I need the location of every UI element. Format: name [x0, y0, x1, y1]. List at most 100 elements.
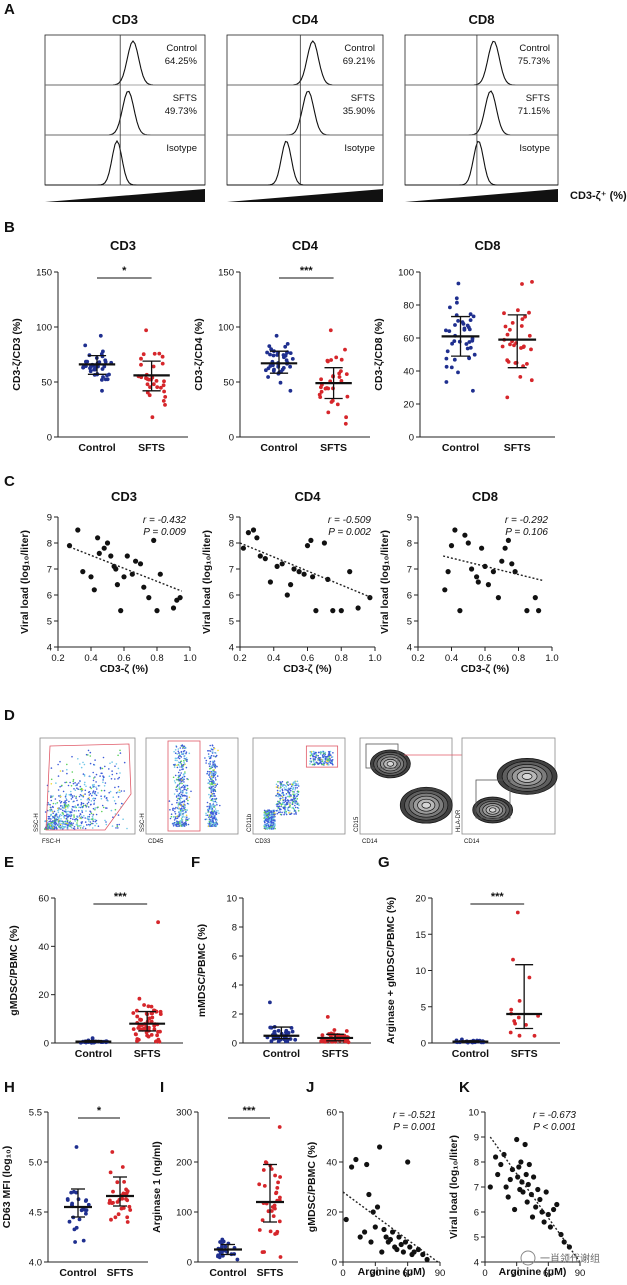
cytometry-event	[70, 824, 73, 826]
cytometry-event	[290, 795, 292, 797]
cytometry-event	[175, 788, 177, 791]
cytometry-event	[296, 798, 299, 800]
cytometry-event	[277, 792, 279, 795]
cytometry-event	[64, 811, 67, 813]
cytometry-event	[207, 753, 210, 755]
group-label: Control	[59, 1267, 96, 1279]
cytometry-event	[58, 807, 60, 809]
y-axis-label: Viral load (log₁₀/liter)	[19, 530, 31, 634]
sfts-point	[155, 1033, 160, 1038]
cytometry-event	[185, 789, 188, 791]
sfts-point	[503, 324, 508, 329]
cytometry-event	[70, 798, 73, 800]
cytometry-event	[279, 802, 281, 804]
scatter-point	[95, 535, 101, 541]
cytometry-event	[102, 775, 104, 777]
cytometry-event	[176, 788, 179, 791]
sfts-point	[162, 379, 166, 384]
cytometry-event	[217, 810, 219, 812]
cytometry-event	[88, 815, 90, 818]
scatter-point	[75, 527, 81, 533]
cytometry-event	[190, 790, 192, 793]
cytometry-event	[328, 753, 331, 755]
cytometry-event	[179, 779, 181, 782]
cytometry-event	[181, 776, 184, 779]
cytometry-event	[60, 808, 62, 810]
cytometry-event	[80, 804, 82, 806]
cytometry-event	[294, 809, 296, 812]
cytometry-event	[288, 794, 291, 796]
cytometry-event	[82, 804, 85, 807]
hist-row-label: SFTS	[526, 93, 550, 104]
scatter-point	[368, 1239, 374, 1245]
cytometry-event	[59, 824, 62, 827]
cytometry-event	[294, 780, 296, 783]
cytometry-event	[285, 786, 288, 788]
x-axis-label: Arginine (μM)	[358, 1266, 426, 1278]
control-point	[444, 380, 449, 384]
cytometry-event	[112, 816, 114, 818]
cytometry-event	[126, 827, 128, 830]
control-point	[70, 1203, 74, 1207]
cytometry-event	[328, 764, 330, 766]
cytometry-event	[60, 818, 62, 820]
scatter-point	[357, 1234, 363, 1240]
cytometry-event	[184, 795, 187, 797]
cytometry-event	[61, 820, 63, 822]
sfts-point	[524, 1023, 528, 1027]
scatter-point	[543, 1189, 549, 1195]
cytometry-event	[182, 763, 185, 766]
x-tick-label: 60	[402, 1268, 413, 1279]
cytometry-event	[176, 766, 179, 769]
scatter-point	[383, 1234, 389, 1240]
cytometry-event	[295, 813, 298, 815]
cytometry-event	[178, 792, 181, 795]
cytometry-event	[207, 782, 210, 785]
cytometry-event	[71, 755, 73, 758]
cytometry-event	[59, 820, 62, 823]
flow-x-label: CD14	[464, 839, 480, 845]
cytometry-event	[283, 806, 285, 809]
cytometry-event	[75, 795, 77, 798]
control-point	[217, 1255, 222, 1260]
cytometry-event	[210, 754, 213, 757]
sfts-point	[269, 1167, 274, 1171]
cytometry-event	[62, 813, 65, 815]
control-point	[281, 366, 286, 370]
y-tick-label: 4	[47, 643, 52, 654]
scatter-point	[104, 540, 111, 546]
cytometry-event	[66, 818, 68, 820]
cytometry-event	[182, 825, 184, 827]
cytometry-event	[177, 823, 179, 825]
hist-row-label: Isotype	[344, 143, 375, 154]
cytometry-event	[84, 817, 86, 819]
cytometry-event	[185, 798, 188, 800]
cytometry-event	[59, 785, 61, 788]
cytometry-event	[292, 793, 294, 795]
cytometry-event	[210, 821, 213, 823]
cytometry-event	[205, 812, 207, 815]
cytometry-event	[182, 810, 184, 812]
cytometry-event	[177, 784, 179, 786]
cytometry-event	[180, 807, 183, 810]
cytometry-event	[265, 824, 268, 827]
cytometry-event	[87, 801, 90, 804]
control-point	[444, 356, 449, 361]
cytometry-event	[53, 821, 56, 823]
sfts-point	[163, 395, 168, 399]
cytometry-event	[277, 811, 280, 814]
cytometry-event	[110, 778, 113, 780]
cytometry-event	[266, 816, 269, 819]
cytometry-event	[77, 782, 80, 784]
cytometry-event	[282, 803, 284, 805]
cytometry-event	[183, 754, 186, 757]
y-tick-label: 7	[229, 565, 234, 576]
y-tick-label: 100	[36, 323, 52, 334]
x-tick-label: 0.8	[335, 653, 348, 664]
cytometry-event	[213, 769, 216, 771]
panel-letter-I: I	[160, 1079, 164, 1096]
cytometry-event	[57, 775, 60, 777]
cytometry-event	[80, 766, 83, 769]
control-point	[83, 1199, 88, 1203]
significance-stars: ***	[114, 891, 128, 903]
